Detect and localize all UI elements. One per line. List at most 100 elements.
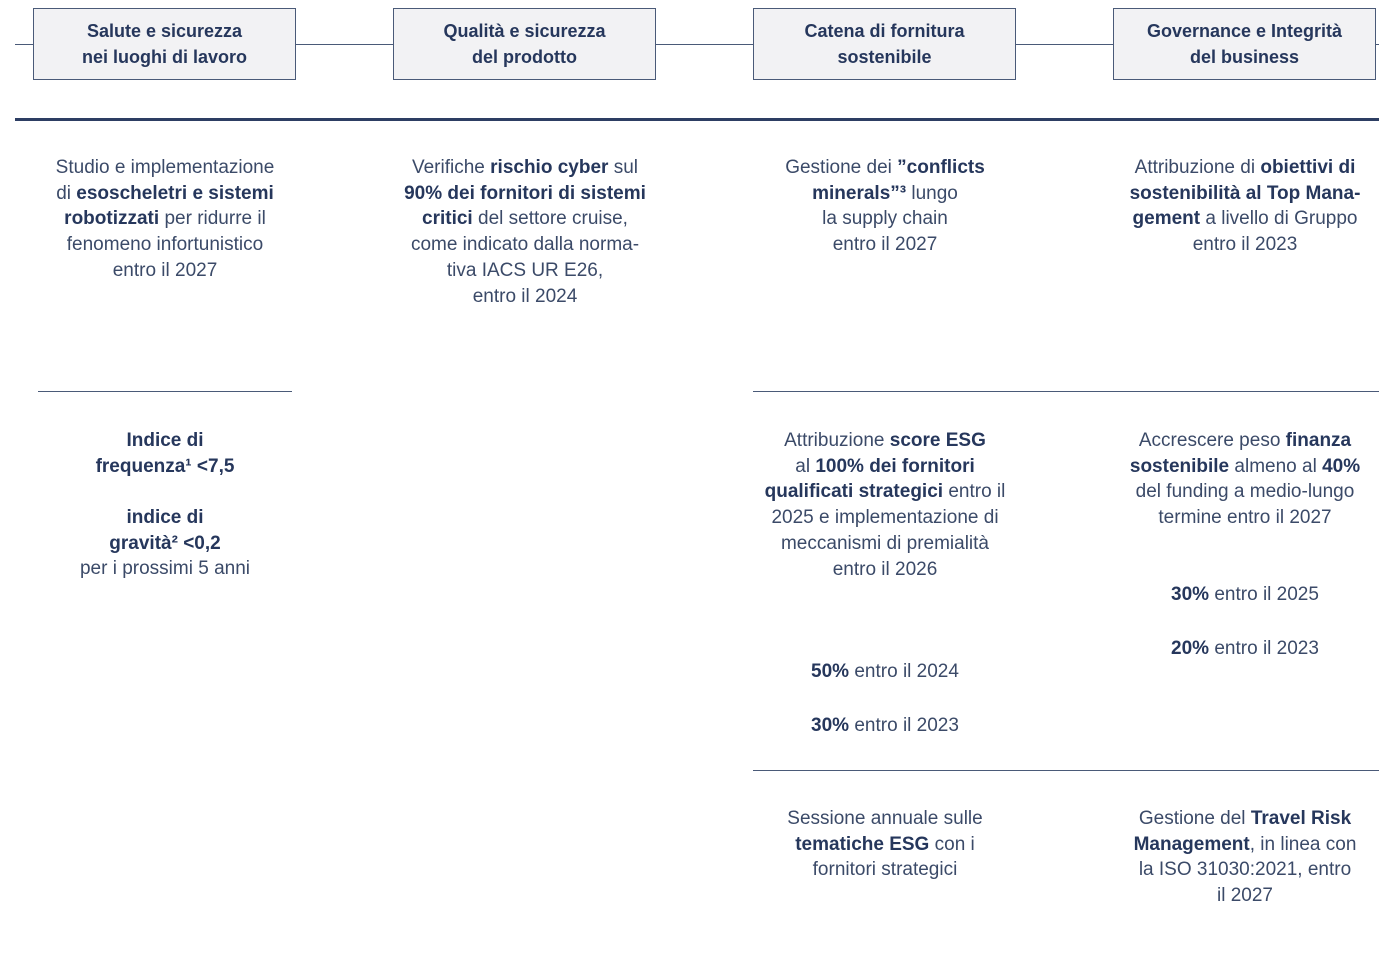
text: meccanismi di premialità [780, 532, 989, 554]
connector-line [15, 44, 1379, 45]
text-line: sostenibile almeno al 40% [1095, 454, 1379, 480]
bold-text: robotizzati [64, 208, 160, 230]
text-line: Indice di [15, 428, 315, 454]
text-line: Accrescere peso finanza [1095, 428, 1379, 454]
text-line: Attribuzione score ESG [735, 428, 1035, 454]
target-text: Attribuzione di obiettivi di sostenibilit… [1095, 155, 1379, 258]
text-line: entro il 2026 [735, 557, 1035, 583]
text: per ridurre il [159, 208, 266, 230]
bold-text: indice di [126, 507, 204, 528]
text-line: 2025 e implementazione di [735, 505, 1035, 531]
text-line: entro il 2024 [375, 284, 675, 310]
text-line: 30% entro il 2023 [735, 713, 1035, 739]
bold-text: esoscheletri e sistemi [76, 182, 274, 204]
text: Gestione dei [785, 157, 898, 178]
bold-text: finanza [1285, 430, 1352, 451]
bold-text: rischio cyber [490, 157, 609, 178]
text: entro il [943, 481, 1006, 503]
text: fenomeno infortunistico [66, 234, 264, 256]
text: di [56, 182, 77, 204]
bold-text: gement [1132, 208, 1201, 230]
text: 2025 e implementazione di [771, 507, 999, 529]
text-line: termine entro il 2027 [1095, 505, 1379, 531]
text: entro il 2027 [832, 234, 938, 256]
text-line: Attribuzione di obiettivi di [1095, 155, 1379, 181]
text: Attribuzione di [1134, 157, 1261, 178]
bold-text: tematiche ESG [795, 833, 930, 855]
target-text: 50% entro il 2024 [735, 659, 1035, 685]
bold-text: qualificati strategici [764, 481, 944, 503]
text: , in linea con [1249, 833, 1357, 855]
text: al [795, 455, 816, 477]
text-line: al 100% dei fornitori [735, 454, 1035, 480]
text: Verifiche [411, 157, 491, 178]
bold-text: 30% [811, 715, 850, 736]
text-line: minerals”³ lungo [735, 181, 1035, 207]
text: del settore cruise, [472, 208, 628, 230]
text-line: indice di [15, 505, 315, 531]
text-line: meccanismi di premialità [735, 531, 1035, 557]
header-line: del business [1189, 47, 1300, 67]
header-line: del prodotto [472, 47, 577, 67]
text-line: Gestione dei ”conflicts [735, 155, 1035, 181]
text-line: gravità² <0,2 [15, 531, 315, 557]
text: lungo [906, 182, 958, 204]
text-line: tematiche ESG con i [735, 832, 1035, 858]
header-line: sostenibile [837, 47, 932, 67]
text-line: 50% entro il 2024 [735, 659, 1035, 685]
text: entro il 2025 [1209, 584, 1319, 605]
text: entro il 2023 [849, 715, 959, 736]
bold-text: 50% [811, 661, 850, 682]
bold-text: Travel Risk [1250, 808, 1352, 829]
text-line: entro il 2023 [1095, 232, 1379, 258]
text: fornitori strategici [812, 859, 958, 881]
target-text: Studio e implementazione di esoscheletri … [15, 155, 315, 284]
column-header: Catena di fornitura sostenibile [753, 8, 1016, 80]
text-line: 20% entro il 2023 [1095, 636, 1379, 662]
text: entro il 2023 [1192, 234, 1298, 256]
bold-text: Management [1133, 833, 1250, 855]
text: Gestione del [1138, 808, 1251, 829]
text-line: fenomeno infortunistico [15, 232, 315, 258]
bold-text: sostenibile [1129, 455, 1230, 477]
text-line: la supply chain [735, 206, 1035, 232]
text-line: gement a livello di Gruppo [1095, 206, 1379, 232]
header-line: Catena di fornitura [804, 21, 965, 41]
bold-text: 100% dei fornitori [815, 455, 975, 477]
text: a livello di Gruppo [1200, 208, 1358, 230]
text: con i [929, 833, 975, 855]
column-header: Qualità e sicurezza del prodotto [393, 8, 656, 80]
header-line: nei luoghi di lavoro [81, 47, 247, 67]
text-line: di esoscheletri e sistemi [15, 181, 315, 207]
text-line: 90% dei fornitori di sistemi [375, 181, 675, 207]
text: almeno al [1229, 455, 1323, 477]
text-line: frequenza¹ <7,5 [15, 454, 315, 480]
bold-text: minerals”³ [812, 182, 907, 204]
text-line: sostenibilità al Top Mana- [1095, 181, 1379, 207]
text: il 2027 [1217, 885, 1273, 907]
separator [753, 391, 1379, 392]
text-line: robotizzati per ridurre il [15, 206, 315, 232]
bold-text: ”conflicts [897, 157, 985, 178]
target-text: 30% entro il 2023 [735, 713, 1035, 739]
bold-text: gravità² <0,2 [109, 532, 221, 554]
text: entro il 2026 [832, 558, 938, 580]
target-text: Gestione del Travel Risk Management, in l… [1095, 806, 1379, 909]
text: entro il 2024 [849, 661, 959, 682]
text-line: tiva IACS UR E26, [375, 258, 675, 284]
column-header: Salute e sicurezza nei luoghi di lavoro [33, 8, 296, 80]
text-line: Studio e implementazione [15, 155, 315, 181]
divider [15, 118, 1379, 121]
text-line: qualificati strategici entro il [735, 479, 1035, 505]
text: sul [608, 157, 638, 178]
text: entro il 2027 [112, 259, 218, 281]
bold-text: sostenibilità al Top Mana- [1129, 182, 1361, 204]
text-line: Verifiche rischio cyber sul [375, 155, 675, 181]
bold-text: 40% [1322, 455, 1361, 477]
target-text: 30% entro il 2025 [1095, 582, 1379, 608]
text-line: fornitori strategici [735, 857, 1035, 883]
bold-text: Indice di [126, 430, 204, 451]
bold-text: 90% dei fornitori di sistemi [404, 182, 646, 204]
text-line: la ISO 31030:2021, entro [1095, 857, 1379, 883]
